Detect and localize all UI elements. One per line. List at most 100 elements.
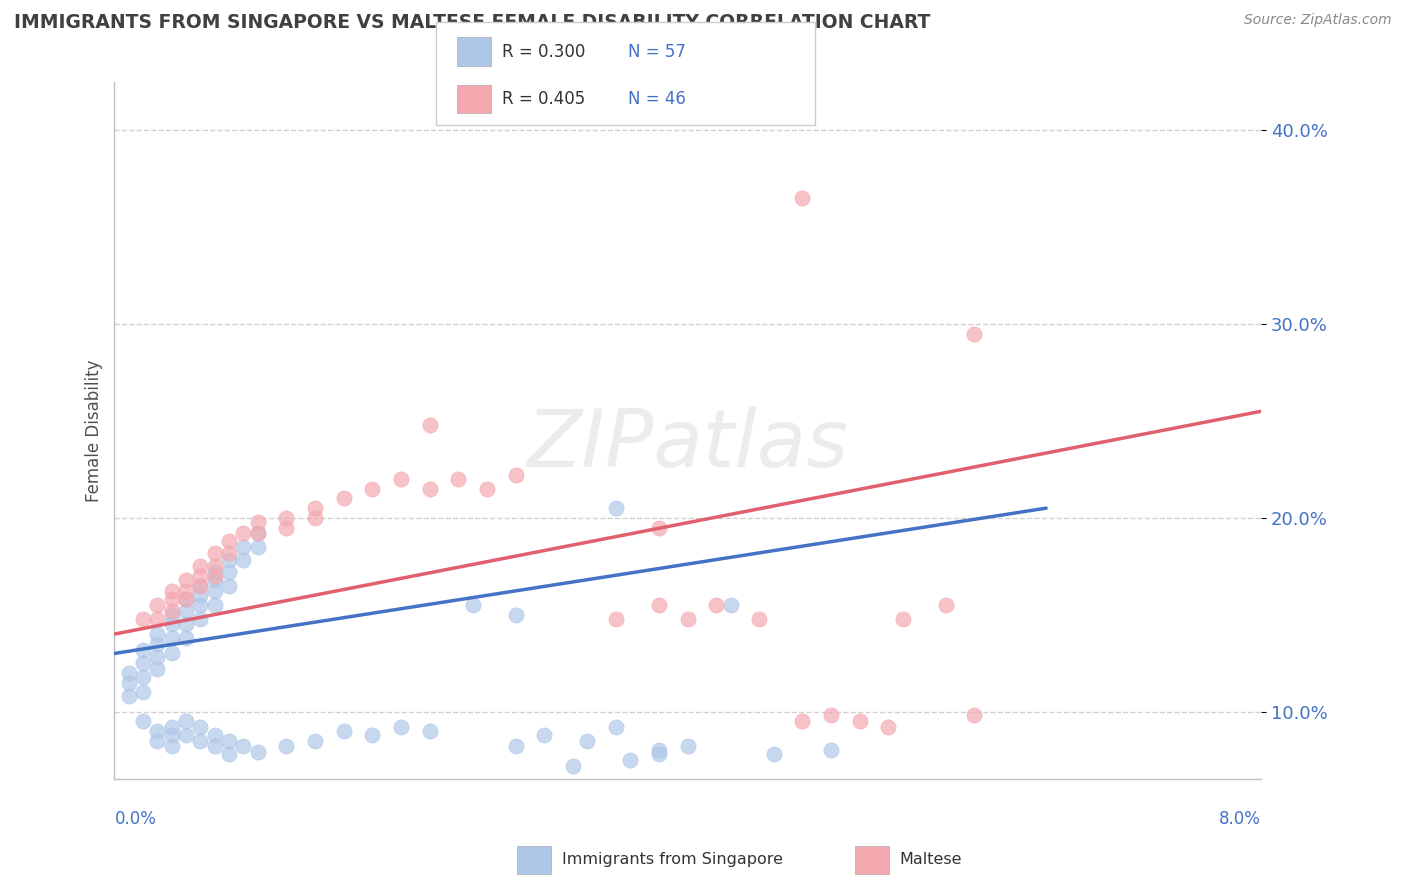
Point [132, 611, 155, 625]
Point [505, 739, 527, 754]
Point [232, 739, 254, 754]
Point [361, 728, 384, 742]
Point [605, 501, 627, 516]
Point [246, 540, 269, 554]
Point [118, 689, 141, 703]
Point [146, 723, 169, 738]
Point [160, 728, 183, 742]
Point [160, 647, 183, 661]
Point [605, 611, 627, 625]
Point [276, 511, 298, 525]
Text: IMMIGRANTS FROM SINGAPORE VS MALTESE FEMALE DISABILITY CORRELATION CHART: IMMIGRANTS FROM SINGAPORE VS MALTESE FEM… [14, 13, 931, 32]
Point [332, 723, 354, 738]
Point [648, 743, 671, 757]
Point [174, 592, 197, 607]
Point [877, 720, 900, 734]
Point [160, 739, 183, 754]
Point [533, 728, 555, 742]
Point [132, 670, 155, 684]
Point [648, 747, 671, 762]
Point [218, 747, 240, 762]
Point [849, 714, 872, 729]
Point [146, 662, 169, 676]
Point [648, 598, 671, 612]
Point [204, 559, 226, 574]
Point [619, 753, 641, 767]
Point [204, 546, 226, 560]
Point [419, 417, 441, 432]
Point [174, 584, 197, 599]
Point [246, 526, 269, 541]
Text: R = 0.405: R = 0.405 [502, 90, 585, 108]
Point [146, 733, 169, 747]
Point [204, 565, 226, 579]
Point [174, 592, 197, 607]
Point [174, 604, 197, 618]
Text: Maltese: Maltese [900, 853, 962, 867]
Point [748, 611, 770, 625]
Point [720, 598, 742, 612]
Point [174, 631, 197, 645]
Point [218, 579, 240, 593]
Point [204, 573, 226, 587]
Point [332, 491, 354, 506]
Point [419, 723, 441, 738]
Point [447, 472, 470, 486]
Point [232, 540, 254, 554]
Point [505, 607, 527, 622]
Text: 8.0%: 8.0% [1219, 810, 1261, 828]
Point [174, 714, 197, 729]
Point [218, 553, 240, 567]
Point [190, 733, 212, 747]
Text: 0.0%: 0.0% [114, 810, 156, 828]
Point [204, 739, 226, 754]
Point [505, 468, 527, 483]
Point [190, 579, 212, 593]
Point [218, 534, 240, 549]
Point [461, 598, 484, 612]
Point [190, 598, 212, 612]
Point [118, 665, 141, 680]
Point [160, 720, 183, 734]
Point [160, 584, 183, 599]
Point [648, 520, 671, 534]
Text: Immigrants from Singapore: Immigrants from Singapore [562, 853, 783, 867]
Point [160, 617, 183, 632]
Point [146, 598, 169, 612]
Point [190, 569, 212, 583]
Point [132, 656, 155, 670]
Text: ZIPatlas: ZIPatlas [527, 406, 849, 483]
Point [304, 501, 326, 516]
Point [389, 720, 412, 734]
Point [562, 759, 585, 773]
Point [963, 708, 986, 723]
Point [146, 627, 169, 641]
Point [276, 520, 298, 534]
Point [160, 607, 183, 622]
Point [146, 637, 169, 651]
Point [190, 588, 212, 602]
Point [389, 472, 412, 486]
Point [218, 733, 240, 747]
Point [160, 592, 183, 607]
Point [204, 569, 226, 583]
Point [676, 739, 699, 754]
Point [820, 708, 842, 723]
Point [891, 611, 914, 625]
Point [118, 675, 141, 690]
Point [232, 553, 254, 567]
Point [246, 526, 269, 541]
Point [132, 685, 155, 699]
Point [146, 611, 169, 625]
Point [160, 604, 183, 618]
Point [174, 617, 197, 632]
Text: R = 0.300: R = 0.300 [502, 43, 585, 61]
Point [174, 573, 197, 587]
Point [190, 720, 212, 734]
Point [605, 720, 627, 734]
Point [963, 326, 986, 341]
Point [190, 611, 212, 625]
Point [218, 546, 240, 560]
Point [361, 482, 384, 496]
Point [475, 482, 498, 496]
